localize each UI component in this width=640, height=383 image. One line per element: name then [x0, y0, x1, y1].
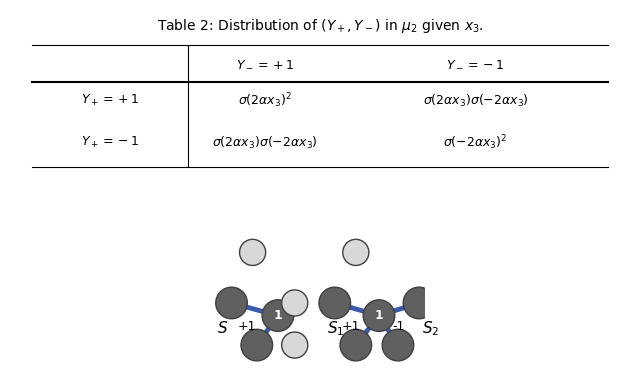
Text: +1: +1 [238, 320, 257, 332]
Circle shape [340, 329, 372, 361]
Text: $\sigma(2\alpha x_3)\sigma(-2\alpha x_3)$: $\sigma(2\alpha x_3)\sigma(-2\alpha x_3)… [422, 93, 529, 109]
Circle shape [282, 290, 308, 316]
Circle shape [319, 287, 351, 319]
Text: $Y_+ = +1$: $Y_+ = +1$ [81, 93, 139, 108]
Text: $\sigma(2\alpha x_3)^2$: $\sigma(2\alpha x_3)^2$ [238, 92, 292, 110]
Circle shape [382, 329, 413, 361]
Text: -1: -1 [393, 320, 405, 332]
Text: $Y_- = -1$: $Y_- = -1$ [447, 57, 504, 70]
Circle shape [363, 300, 395, 331]
Text: 1: 1 [273, 309, 282, 322]
Text: $S$: $S$ [217, 320, 228, 336]
Text: $Y_- = +1$: $Y_- = +1$ [236, 57, 294, 70]
Text: +1: +1 [341, 320, 360, 332]
Circle shape [216, 287, 247, 319]
Text: $\sigma(2\alpha x_3)\sigma(-2\alpha x_3)$: $\sigma(2\alpha x_3)\sigma(-2\alpha x_3)… [212, 135, 318, 151]
Text: $S_1$: $S_1$ [328, 319, 345, 337]
Circle shape [239, 239, 266, 265]
Text: 1: 1 [374, 309, 383, 322]
Text: $Y_+ = -1$: $Y_+ = -1$ [81, 135, 139, 151]
Text: Table 2: Distribution of $(Y_+, Y_-)$ in $\mu_2$ given $x_3$.: Table 2: Distribution of $(Y_+, Y_-)$ in… [157, 16, 483, 34]
Circle shape [343, 239, 369, 265]
Circle shape [403, 287, 435, 319]
Circle shape [241, 329, 273, 361]
Text: $\sigma(-2\alpha x_3)^2$: $\sigma(-2\alpha x_3)^2$ [444, 134, 508, 152]
Circle shape [262, 300, 294, 331]
Circle shape [282, 332, 308, 358]
Text: $S_2$: $S_2$ [422, 319, 440, 337]
